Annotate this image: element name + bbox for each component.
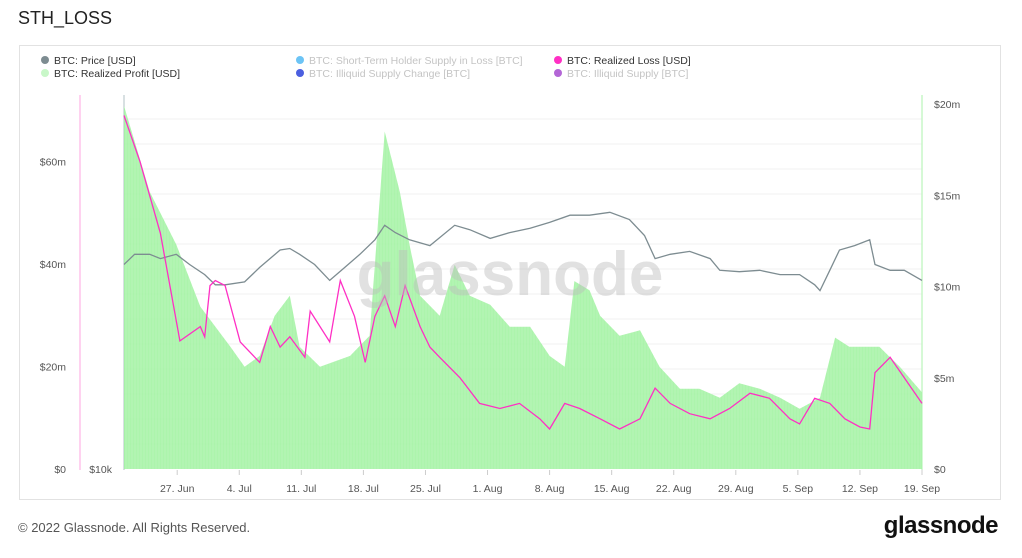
right-axis-tick: $5m xyxy=(934,373,955,385)
x-axis-tick: 8. Aug xyxy=(535,483,565,495)
x-axis-tick: 15. Aug xyxy=(594,483,630,495)
price-line xyxy=(123,211,923,292)
copyright: © 2022 Glassnode. All Rights Reserved. xyxy=(18,520,251,535)
glassnode-logo[interactable]: glassnode xyxy=(883,512,999,539)
left-axis-tick: $40m xyxy=(40,259,67,271)
x-axis-tick: 29. Aug xyxy=(718,483,754,495)
left-axis-tick: $60m xyxy=(40,157,67,169)
right-axis-tick: $15m xyxy=(934,190,961,202)
realized-profit-area xyxy=(124,105,922,470)
page-title: STH_LOSS xyxy=(18,8,113,28)
x-axis-tick: 12. Sep xyxy=(842,483,878,495)
x-axis-tick: 19. Sep xyxy=(904,483,940,495)
legend-item[interactable]: BTC: Price [USD] xyxy=(54,55,136,67)
x-axis-tick: 1. Aug xyxy=(473,483,503,495)
legend-item[interactable]: BTC: Short-Term Holder Supply in Loss [B… xyxy=(309,55,523,67)
right-axis-tick: $20m xyxy=(934,99,961,111)
left-axis-tick: $20m xyxy=(40,362,67,374)
left-axis-tick: $0 xyxy=(54,464,66,476)
watermark: glassnode xyxy=(357,240,664,309)
x-axis-tick: 11. Jul xyxy=(286,483,316,495)
legend-marker-icon xyxy=(554,69,562,77)
x-axis-tick: 22. Aug xyxy=(656,483,692,495)
x-axis-tick: 27. Jun xyxy=(160,483,195,495)
right-axis-tick: $10m xyxy=(934,282,961,294)
legend-marker-icon xyxy=(296,69,304,77)
legend-marker-icon xyxy=(554,56,562,64)
realized-loss-line xyxy=(123,115,923,431)
legend-marker-icon xyxy=(41,69,49,77)
legend-item[interactable]: BTC: Illiquid Supply [BTC] xyxy=(567,68,688,80)
x-axis-tick: 4. Jul xyxy=(227,483,252,495)
legend-marker-icon xyxy=(296,56,304,64)
price-axis-tick: $10k xyxy=(89,464,113,476)
right-axis-tick: $0 xyxy=(934,464,946,476)
legend-item[interactable]: BTC: Realized Profit [USD] xyxy=(54,68,180,80)
legend-item[interactable]: BTC: Illiquid Supply Change [BTC] xyxy=(309,68,470,80)
x-axis-tick: 5. Sep xyxy=(783,483,814,495)
x-axis-tick: 25. Jul xyxy=(410,483,441,495)
chart-card xyxy=(19,45,1001,500)
legend-marker-icon xyxy=(41,56,49,64)
legend-item[interactable]: BTC: Realized Loss [USD] xyxy=(567,55,691,67)
x-axis-tick: 18. Jul xyxy=(348,483,379,495)
